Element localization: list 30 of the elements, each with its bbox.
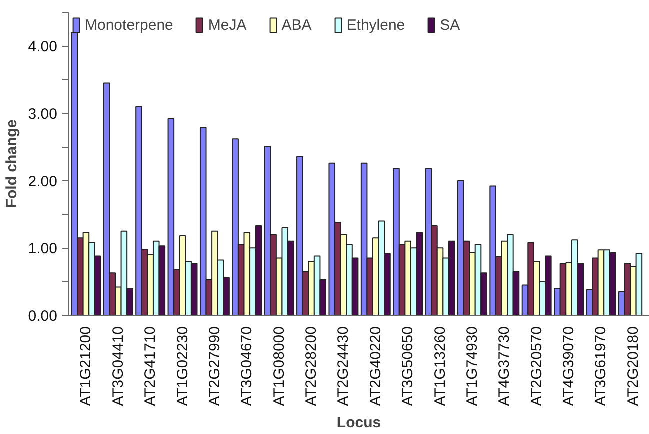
x-tick-label: AT1G02230 <box>174 326 192 406</box>
y-tick-label: 2.00 <box>28 173 58 190</box>
legend-label: MeJA <box>208 16 247 34</box>
x-tick-label: AT1G08000 <box>270 326 288 406</box>
y-tick-label: 3.00 <box>28 106 58 123</box>
y-tick-label: 1.00 <box>28 240 58 258</box>
x-tick-label: AT1G13260 <box>432 326 449 406</box>
x-tick-label: AT2G27990 <box>206 326 224 406</box>
x-tick-label: AT1G74930 <box>464 326 481 406</box>
x-tick-label: AT4G37730 <box>496 326 514 406</box>
legend-label: Ethylene <box>346 16 406 34</box>
x-tick-label: AT3G61970 <box>592 326 610 406</box>
x-tick-label: AT1G21200 <box>78 326 95 406</box>
legend-label: Monoterpene <box>85 16 174 34</box>
x-tick-label: AT2G41710 <box>142 326 160 406</box>
x-tick-label: AT3G04410 <box>110 326 127 406</box>
x-tick-label: AT3G50650 <box>400 326 417 406</box>
x-axis-title: Locus <box>336 414 382 432</box>
y-tick-label: 0.00 <box>28 308 58 325</box>
x-tick-label: AT2G40220 <box>367 326 384 406</box>
x-tick-label: AT2G20180 <box>624 326 642 406</box>
x-tick-label: AT4G39070 <box>560 326 578 406</box>
x-tick-label: AT3G04670 <box>238 326 256 406</box>
legend-label: SA <box>440 16 460 34</box>
x-tick-label: AT2G28200 <box>303 326 320 406</box>
y-axis-title: Fold change <box>3 120 20 208</box>
y-tick-label: 4.00 <box>28 38 58 56</box>
x-tick-label: AT2G20570 <box>528 326 546 406</box>
x-tick-label: AT2G24430 <box>335 326 352 406</box>
legend-label: ABA <box>282 16 312 34</box>
